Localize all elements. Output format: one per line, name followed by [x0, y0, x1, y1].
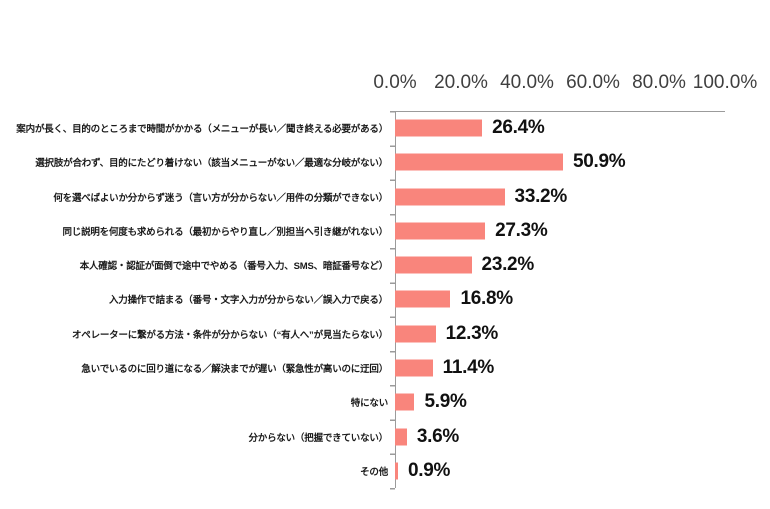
- value-label: 5.9%: [424, 391, 467, 413]
- bar-row: その他 0.9%: [0, 454, 770, 488]
- value-label: 3.6%: [416, 425, 459, 447]
- x-axis-tick-label: 40.0%: [500, 72, 554, 93]
- value-label: 23.2%: [481, 254, 535, 276]
- bar-row: 入力操作で詰まる（番号・文字入力が分からない／誤入力で戻る） 16.8%: [0, 282, 770, 316]
- category-label: 案内が長く、目的のところまで時間がかかる（メニューが長い／聞き終える必要がある）: [16, 124, 388, 136]
- bar: [395, 393, 415, 411]
- value-label: 12.3%: [445, 322, 499, 344]
- bar: [395, 222, 486, 240]
- value-label: 16.8%: [460, 288, 513, 310]
- x-axis-tick-label: 60.0%: [566, 72, 620, 93]
- bar-row: 特にない 5.9%: [0, 385, 770, 419]
- bar-row: 選択肢が合わず、目的にたどり着けない（該当メニューがない／最適な分岐がない） 5…: [0, 145, 770, 179]
- bar: [395, 462, 398, 480]
- x-axis-tick-label: 20.0%: [434, 72, 488, 93]
- value-label: 0.9%: [407, 459, 451, 481]
- category-label: オペレーターに繋がる方法・条件が分からない（“有人へ”が見当たらない）: [71, 329, 388, 341]
- y-axis-tick-marks: [390, 111, 395, 490]
- bar: [395, 359, 433, 377]
- x-axis-tick-label: 100.0%: [692, 72, 758, 93]
- bar-row: 同じ説明を何度も求められる（最初からやり直し／別担当へ引き継がれない） 27.3…: [0, 214, 770, 248]
- value-label: 33.2%: [514, 185, 568, 207]
- category-label: 本人確認・認証が面倒で途中でやめる（番号入力、SMS、暗証番号など）: [79, 261, 388, 273]
- bar: [395, 188, 505, 206]
- x-axis-tick-label: 80.0%: [632, 72, 686, 93]
- category-label: 特にない: [350, 398, 388, 410]
- value-label: 27.3%: [495, 219, 548, 241]
- bar-row: 分からない（把握できていない） 3.6%: [0, 419, 770, 453]
- x-axis-tick-label: 0.0%: [373, 72, 417, 93]
- bar: [395, 256, 472, 274]
- bar-row: 急いでいるのに回り道になる／解決までが遅い（緊急性が高いのに迂回） 11.4%: [0, 351, 770, 385]
- category-label: 何を選べばよいか分からず迷う（言い方が分からない／用件の分類ができない）: [53, 192, 388, 204]
- category-label: 分からない（把握できていない）: [248, 432, 388, 444]
- value-label: 11.4%: [442, 357, 495, 379]
- bar-row: オペレーターに繋がる方法・条件が分からない（“有人へ”が見当たらない） 12.3…: [0, 317, 770, 351]
- category-label: 入力操作で詰まる（番号・文字入力が分からない／誤入力で戻る）: [108, 295, 388, 307]
- value-label: 50.9%: [572, 151, 626, 173]
- bar: [395, 428, 407, 446]
- category-label: 急いでいるのに回り道になる／解決までが遅い（緊急性が高いのに迂回）: [81, 364, 388, 376]
- bar-row: 何を選べばよいか分からず迷う（言い方が分からない／用件の分類ができない） 33.…: [0, 180, 770, 214]
- category-label: その他: [360, 466, 388, 478]
- bar: [395, 325, 436, 343]
- bar-row: 本人確認・認証が面倒で途中でやめる（番号入力、SMS、暗証番号など） 23.2%: [0, 248, 770, 282]
- bar: [395, 290, 451, 308]
- bar: [395, 119, 483, 137]
- value-label: 26.4%: [492, 117, 545, 139]
- category-label: 同じ説明を何度も求められる（最初からやり直し／別担当へ引き継がれない）: [62, 226, 388, 238]
- bar: [395, 153, 563, 171]
- bar-row: 案内が長く、目的のところまで時間がかかる（メニューが長い／聞き終える必要がある）…: [0, 111, 770, 145]
- category-label: 選択肢が合わず、目的にたどり着けない（該当メニューがない／最適な分岐がない）: [35, 158, 388, 170]
